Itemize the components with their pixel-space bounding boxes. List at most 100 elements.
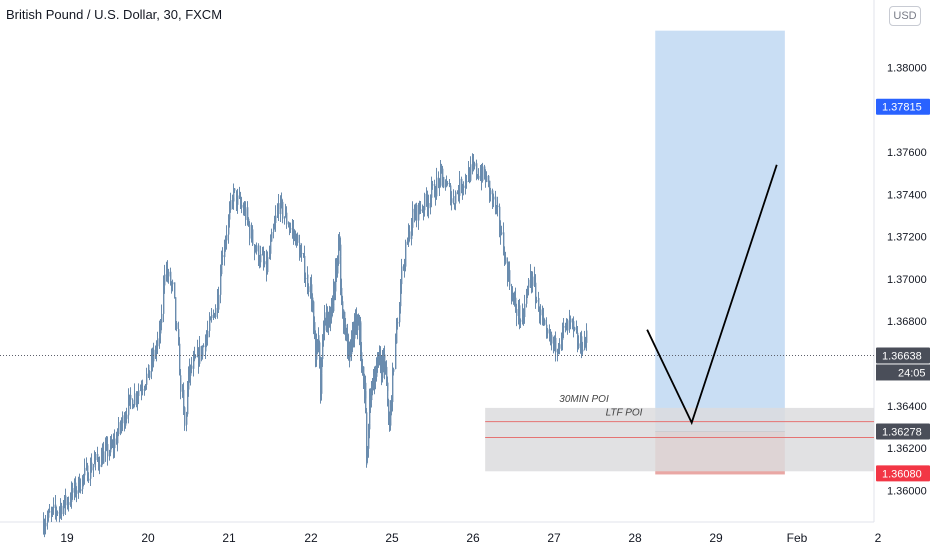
countdown-bg [876, 364, 930, 381]
candle-body [371, 384, 373, 400]
price-tag-stop-bg [876, 465, 930, 482]
candle-body [87, 465, 89, 481]
y-tick-label: 1.37600 [887, 147, 927, 159]
candle-body [79, 477, 81, 492]
chart-zones: 30MIN POI LTF POI [485, 30, 874, 475]
x-tick-label: 28 [628, 531, 642, 545]
candle-body [360, 323, 362, 337]
candle-body [206, 337, 208, 343]
candle-body [180, 377, 182, 392]
candle-body [228, 219, 230, 235]
y-tick-label: 1.37200 [887, 232, 927, 244]
y-tick-label: 1.37400 [887, 189, 927, 201]
candle-body [430, 197, 432, 207]
candle-body [329, 310, 331, 317]
candle-body [388, 400, 390, 419]
candle-body [441, 168, 443, 170]
candle-body [166, 269, 168, 276]
candle-body [362, 366, 364, 370]
candle-body [450, 185, 452, 203]
candle-body [319, 347, 321, 363]
candle-body [95, 453, 97, 461]
candle-body [375, 366, 377, 381]
candle-body [453, 196, 455, 204]
candle-body [315, 354, 317, 360]
candle-body [317, 339, 319, 344]
candle-body [307, 274, 309, 287]
candle-body [84, 467, 86, 476]
poi-label-ltf: LTF POI [606, 408, 643, 419]
candle-body [420, 209, 422, 212]
candle-body [551, 334, 553, 344]
candle-body [353, 328, 355, 343]
x-tick-label: 26 [466, 531, 480, 545]
price-tag-entry: 1.36278 [882, 427, 922, 439]
candle-body [399, 306, 401, 323]
candle-body [297, 234, 299, 243]
candle-body [482, 166, 484, 181]
candle-body [260, 254, 262, 263]
y-tick-label: 1.36800 [887, 316, 927, 328]
candle-body [382, 360, 384, 367]
candle-body [372, 383, 374, 385]
candle-body [543, 317, 545, 320]
candle-body [396, 323, 398, 344]
candle-body [339, 239, 341, 245]
candle-body [395, 343, 397, 370]
candle-body [137, 396, 139, 401]
candle-body [140, 388, 142, 391]
chart-overlays [0, 164, 874, 426]
chart-title: British Pound / U.S. Dollar, 30, FXCM [6, 7, 223, 22]
currency-button[interactable]: USD [889, 6, 921, 26]
candle-body [44, 526, 46, 532]
target-zone [655, 30, 785, 432]
candle-body [407, 241, 409, 243]
candle-body [67, 500, 69, 505]
candle-body [507, 261, 509, 278]
candle-body [565, 323, 567, 327]
candle-body [101, 453, 103, 467]
candle-body [327, 323, 329, 326]
candle-body [305, 278, 307, 280]
candle-body [230, 200, 232, 210]
candle-body [61, 505, 63, 515]
candle-body [103, 451, 105, 464]
candle-body [301, 252, 303, 254]
candle-body [363, 377, 365, 384]
candle-body [577, 332, 579, 347]
candle-body [528, 279, 530, 288]
candle-body [368, 429, 370, 432]
candle-body [369, 399, 371, 403]
candle-body [331, 299, 333, 306]
candle-body [98, 459, 100, 465]
candle-body [210, 318, 212, 320]
candle-body [267, 257, 269, 273]
candle-body [523, 313, 525, 318]
candle-body [80, 489, 82, 492]
candle-body [500, 226, 502, 235]
candle-body [422, 208, 424, 212]
candle-body [415, 204, 417, 218]
candle-body [148, 364, 150, 378]
candle-body [451, 198, 453, 203]
x-tick-label: 29 [709, 531, 723, 545]
candle-body [567, 320, 569, 331]
candle-body [539, 311, 541, 316]
candle-body [156, 346, 158, 354]
candle-body [511, 286, 513, 298]
candle-body [184, 424, 186, 426]
candle-body [157, 338, 159, 347]
candle-body [370, 393, 372, 400]
candle-body [116, 438, 118, 444]
candle-body [384, 355, 386, 374]
candle-body [214, 313, 216, 318]
candle-body [574, 327, 576, 330]
candle-body [449, 183, 451, 186]
candle-body [442, 168, 444, 178]
candle-body [70, 501, 72, 503]
candle-body [151, 356, 153, 372]
candle-body [197, 349, 199, 357]
candle-body [240, 196, 242, 205]
candle-body [424, 193, 426, 211]
